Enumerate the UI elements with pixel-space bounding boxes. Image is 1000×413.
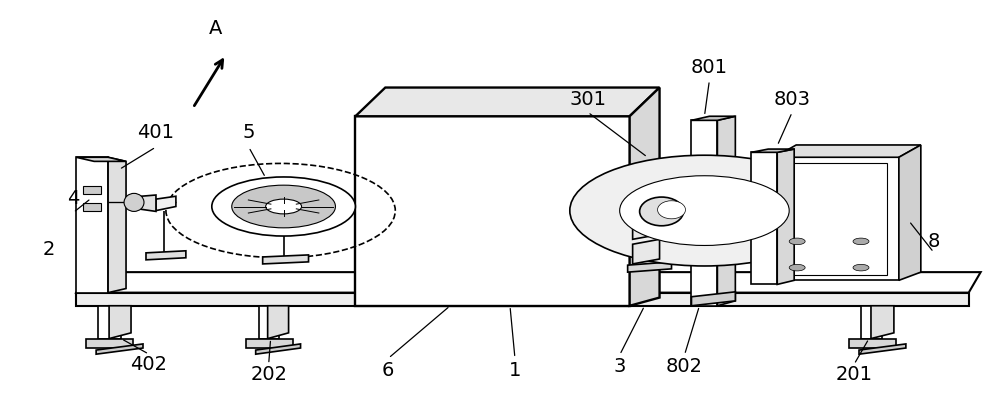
Circle shape: [212, 177, 355, 236]
Polygon shape: [691, 120, 717, 306]
Text: A: A: [209, 19, 222, 38]
Ellipse shape: [124, 193, 144, 211]
Text: 6: 6: [382, 361, 394, 380]
Text: 3: 3: [613, 357, 626, 376]
Polygon shape: [633, 206, 660, 239]
Circle shape: [232, 185, 335, 228]
Polygon shape: [246, 339, 293, 348]
Text: 401: 401: [137, 123, 174, 142]
Polygon shape: [777, 149, 794, 285]
Polygon shape: [899, 145, 921, 280]
Polygon shape: [691, 116, 735, 120]
Polygon shape: [859, 344, 906, 354]
Polygon shape: [633, 239, 660, 264]
Circle shape: [789, 238, 805, 244]
Text: 2: 2: [43, 240, 55, 259]
Text: 202: 202: [250, 365, 287, 384]
Circle shape: [853, 264, 869, 271]
Polygon shape: [86, 339, 133, 348]
Polygon shape: [146, 251, 186, 260]
Polygon shape: [96, 344, 143, 354]
Ellipse shape: [658, 201, 685, 219]
Polygon shape: [871, 306, 894, 339]
Polygon shape: [263, 255, 309, 264]
Polygon shape: [628, 262, 672, 272]
Text: 802: 802: [666, 357, 703, 376]
Polygon shape: [268, 306, 289, 339]
Polygon shape: [108, 157, 126, 293]
Circle shape: [853, 238, 869, 244]
Text: 201: 201: [836, 365, 873, 384]
Polygon shape: [355, 116, 630, 306]
Circle shape: [620, 176, 789, 245]
Polygon shape: [735, 211, 774, 224]
Polygon shape: [76, 157, 108, 293]
Polygon shape: [76, 157, 126, 161]
Polygon shape: [849, 339, 896, 348]
Text: 402: 402: [130, 355, 167, 374]
Polygon shape: [774, 157, 899, 280]
Polygon shape: [787, 163, 887, 275]
Polygon shape: [717, 116, 735, 306]
Polygon shape: [751, 152, 777, 285]
Polygon shape: [83, 203, 101, 211]
Text: 1: 1: [509, 361, 521, 380]
Polygon shape: [76, 272, 981, 293]
Polygon shape: [109, 306, 131, 339]
Text: 801: 801: [691, 57, 728, 76]
Circle shape: [570, 155, 839, 266]
Text: 5: 5: [242, 123, 255, 142]
Text: 803: 803: [774, 90, 811, 109]
Polygon shape: [861, 306, 882, 339]
Circle shape: [789, 264, 805, 271]
Polygon shape: [83, 186, 101, 194]
Polygon shape: [691, 292, 735, 306]
Polygon shape: [136, 195, 156, 211]
Polygon shape: [774, 145, 921, 157]
Polygon shape: [156, 196, 176, 211]
Ellipse shape: [640, 197, 683, 226]
Polygon shape: [630, 88, 660, 306]
Polygon shape: [259, 306, 279, 339]
Polygon shape: [751, 149, 794, 152]
Text: 301: 301: [569, 90, 606, 109]
Text: 8: 8: [928, 232, 940, 251]
Circle shape: [266, 199, 302, 214]
Polygon shape: [256, 344, 301, 354]
Polygon shape: [76, 293, 969, 306]
Polygon shape: [355, 88, 660, 116]
Polygon shape: [98, 306, 121, 339]
Text: 4: 4: [67, 189, 79, 208]
